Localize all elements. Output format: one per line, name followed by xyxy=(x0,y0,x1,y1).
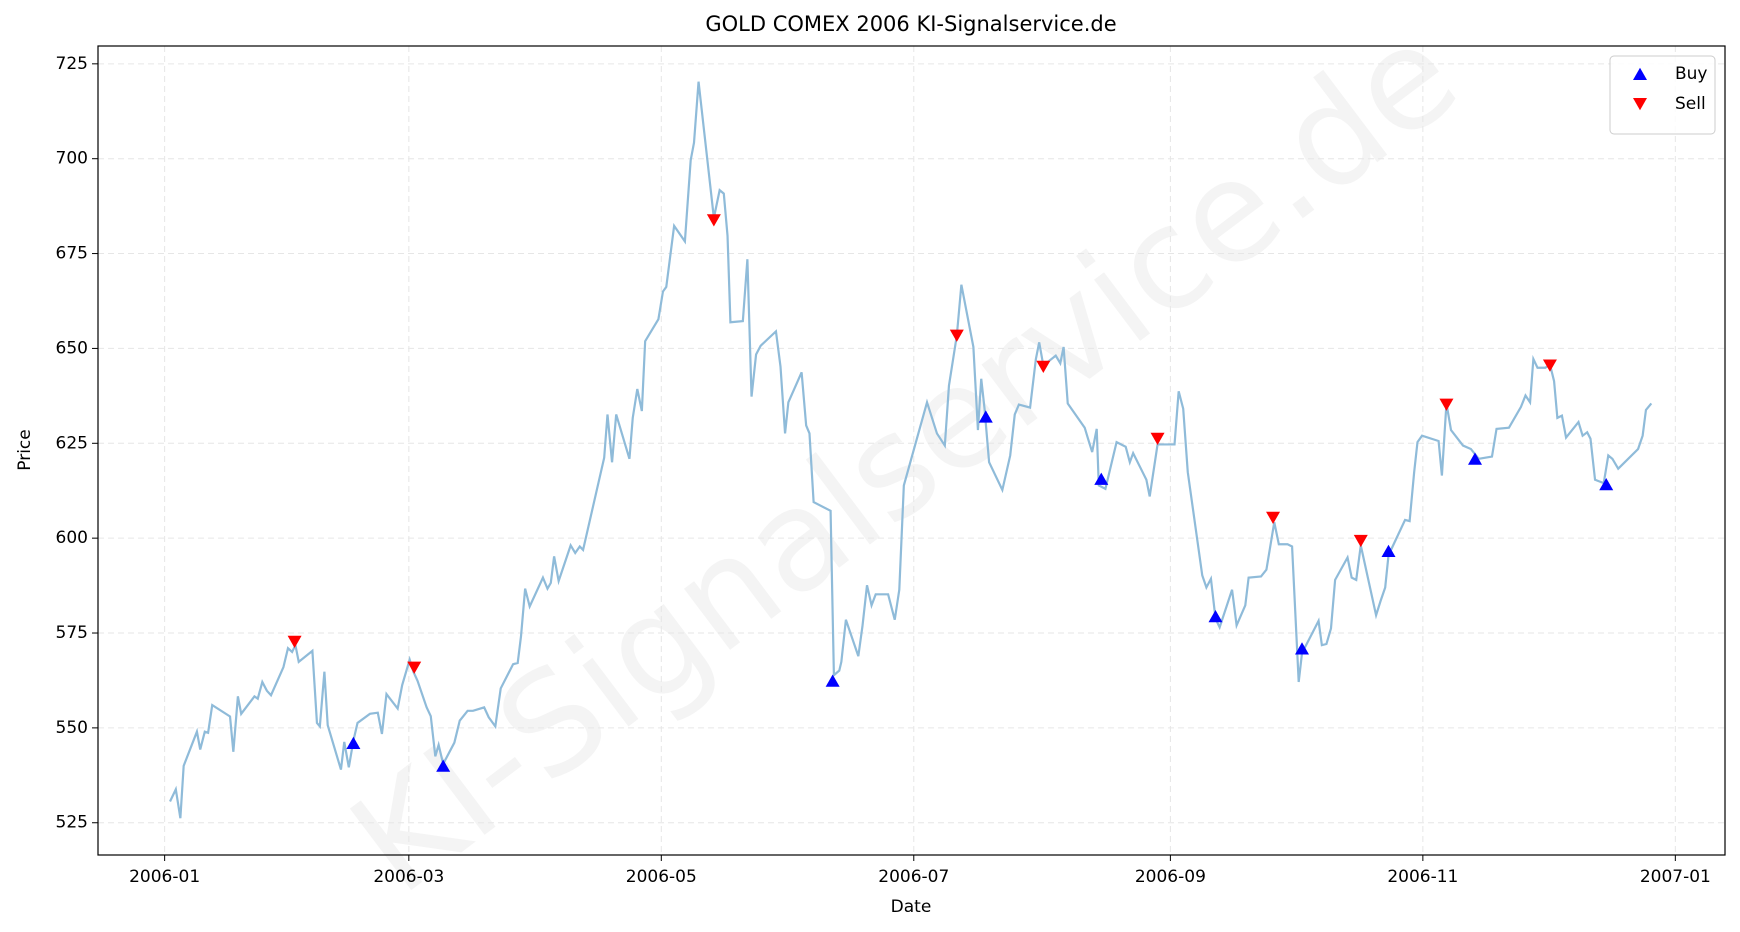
signal-marker xyxy=(1094,472,1109,485)
x-tick-label: 2006-11 xyxy=(1387,867,1458,887)
signal-marker xyxy=(949,329,964,342)
signal-marker xyxy=(706,214,721,227)
price-line xyxy=(169,81,1653,819)
x-tick-label: 2006-07 xyxy=(878,867,949,887)
signal-marker xyxy=(1599,477,1614,491)
signal-marker xyxy=(287,635,302,649)
y-tick-label: 525 xyxy=(56,813,88,833)
signal-marker xyxy=(1036,360,1051,373)
signal-marker xyxy=(1266,511,1281,524)
signal-marker xyxy=(978,410,993,423)
y-tick-label: 725 xyxy=(56,54,88,74)
signal-marker xyxy=(346,736,361,750)
y-tick-label: 575 xyxy=(56,623,88,643)
x-tick-label: 2007-01 xyxy=(1640,867,1711,887)
signal-marker xyxy=(825,674,840,687)
signal-marker xyxy=(1381,544,1396,558)
signal-marker xyxy=(436,759,451,772)
signal-marker xyxy=(1468,452,1483,465)
x-tick-label: 2006-09 xyxy=(1135,867,1206,887)
signal-marker xyxy=(407,661,422,674)
y-tick-label: 675 xyxy=(56,244,88,264)
y-axis-label: Price xyxy=(15,429,35,470)
chart-title: GOLD COMEX 2006 KI-Signalservice.de xyxy=(705,12,1116,36)
legend-label: Buy xyxy=(1675,64,1708,84)
y-tick-label: 650 xyxy=(56,338,88,358)
x-axis-label: Date xyxy=(891,897,932,917)
signal-marker xyxy=(1439,398,1454,411)
y-tick-label: 600 xyxy=(56,528,88,548)
legend-marker xyxy=(1633,67,1647,80)
y-tick-label: 700 xyxy=(56,149,88,169)
signal-marker xyxy=(1295,642,1310,655)
signal-marker xyxy=(1150,432,1165,446)
y-tick-label: 550 xyxy=(56,718,88,738)
legend-marker xyxy=(1633,98,1647,111)
signal-marker xyxy=(1542,359,1557,372)
x-tick-label: 2006-05 xyxy=(626,867,697,887)
watermark: KI-Signalservice.de xyxy=(323,0,1487,925)
x-tick-label: 2006-03 xyxy=(373,867,444,887)
y-tick-label: 625 xyxy=(56,433,88,453)
signal-marker xyxy=(1353,534,1368,548)
x-tick-label: 2006-01 xyxy=(129,867,200,887)
legend-label: Sell xyxy=(1675,94,1706,114)
signal-marker xyxy=(1208,610,1223,623)
plot-frame xyxy=(97,45,1726,856)
